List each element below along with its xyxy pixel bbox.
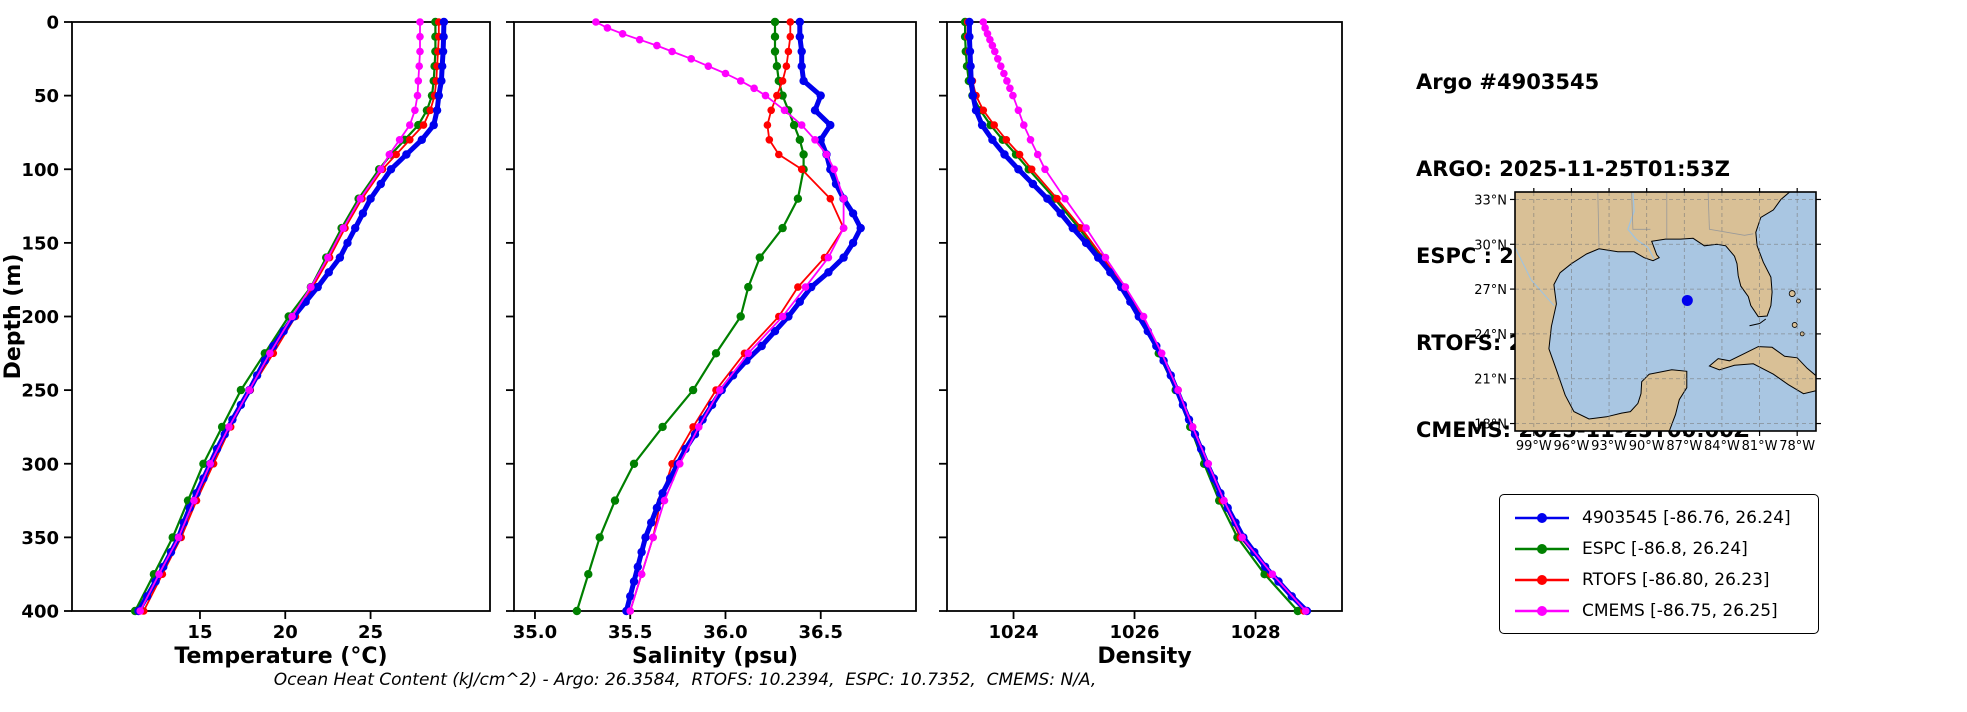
legend-label: CMEMS [-86.75, 26.25] xyxy=(1582,600,1778,621)
x-axis-label-density: Density xyxy=(1097,644,1191,669)
series-CMEMS xyxy=(979,18,1310,615)
y-tick-label: 200 xyxy=(21,307,59,328)
map-florida-keys xyxy=(1749,318,1767,327)
series-CMEMS xyxy=(592,18,848,615)
x-tick-label: 1028 xyxy=(1230,622,1280,643)
map-lon-label: 87°W xyxy=(1666,439,1702,454)
gulf-map: 99°W 96°W 93°W 90°W 87°W 84°W 81°W 78°W 18°N 21°N… xyxy=(1474,188,1821,454)
map-land-layer xyxy=(1515,192,1816,431)
map-lat-label: 18°N xyxy=(1474,418,1507,433)
map-lon-label: 96°W xyxy=(1553,439,1589,454)
map-lat-label: 30°N xyxy=(1474,238,1507,253)
map-island xyxy=(1788,290,1796,297)
x-tick-label: 1026 xyxy=(1109,622,1159,643)
y-tick-label: 400 xyxy=(21,602,59,623)
legend-label: ESPC [-86.8, 26.24] xyxy=(1582,538,1748,559)
map-land-cuba xyxy=(1708,346,1816,395)
map-lon-label: 90°W xyxy=(1629,439,1665,454)
map-state-border xyxy=(1631,192,1651,230)
panel-frame xyxy=(513,21,917,612)
map-river xyxy=(1627,192,1655,260)
legend-label: 4903545 [-86.76, 26.24] xyxy=(1582,507,1791,528)
series-ESPC xyxy=(572,17,808,616)
map-state-border xyxy=(1597,192,1600,248)
panel-density: 1024 1026 1028 Density xyxy=(939,17,1343,669)
y-tick-label: 0 xyxy=(46,13,59,34)
float-location-marker xyxy=(1681,294,1693,306)
y-tick-label: 100 xyxy=(21,160,59,181)
legend-marker-espc xyxy=(1515,543,1569,554)
x-tick-label: 15 xyxy=(187,622,212,643)
legend-item-cmems: CMEMS [-86.75, 26.25] xyxy=(1512,595,1806,626)
x-tick-label: 25 xyxy=(358,622,383,643)
map-land-mainland xyxy=(1515,192,1791,431)
map-lon-label: 78°W xyxy=(1779,439,1815,454)
map-border xyxy=(1514,191,1817,432)
header-line-argo: ARGO: 2025-11-25T01:53Z xyxy=(1416,157,1730,181)
x-tick-label: 36.5 xyxy=(799,622,843,643)
y-tick-label: 150 xyxy=(21,233,59,254)
legend-marker-argo xyxy=(1515,512,1569,523)
panel-temperature: 15 20 25050100150200250300350400Temperatur… xyxy=(21,13,491,669)
legend-item-argo: 4903545 [-86.76, 26.24] xyxy=(1512,502,1806,533)
profile-plots: 15 20 25050100150200250300350400Temperatur… xyxy=(1,13,1343,669)
x-tick-label: 20 xyxy=(273,622,298,643)
map-lat-label: 21°N xyxy=(1474,373,1507,388)
map-river xyxy=(1515,247,1555,306)
x-tick-label: 36.0 xyxy=(703,622,747,643)
y-tick-label: 300 xyxy=(21,454,59,475)
legend-item-espc: ESPC [-86.8, 26.24] xyxy=(1512,533,1806,564)
x-axis-label-salinity: Salinity (psu) xyxy=(632,644,798,669)
map-lat-label: 24°N xyxy=(1474,328,1507,343)
y-tick-label: 250 xyxy=(21,381,59,402)
map-lon-label: 81°W xyxy=(1742,439,1778,454)
series-CMEMS xyxy=(136,18,424,615)
x-tick-label: 35.5 xyxy=(608,622,652,643)
x-axis-label-temperature: Temperature (°C) xyxy=(174,644,387,669)
map-lon-label: 84°W xyxy=(1704,439,1740,454)
legend: 4903545 [-86.76, 26.24] ESPC [-86.8, 26.2… xyxy=(1499,494,1819,634)
map-lat-label: 33°N xyxy=(1474,193,1507,208)
ohc-annotation: Ocean Heat Content (kJ/cm^2) - Argo: 26.… xyxy=(273,670,1097,690)
x-tick-label: 1024 xyxy=(988,622,1038,643)
y-tick-label: 350 xyxy=(21,528,59,549)
y-tick-label: 50 xyxy=(34,86,59,107)
legend-item-rtofs: RTOFS [-86.80, 26.23] xyxy=(1512,564,1806,595)
y-axis-label: Depth (m) xyxy=(1,254,26,380)
x-tick-label: 35.0 xyxy=(513,622,557,643)
legend-label: RTOFS [-86.80, 26.23] xyxy=(1582,569,1770,590)
map-lon-label: 99°W xyxy=(1516,439,1552,454)
page-title: Argo #4903545 xyxy=(1416,70,1600,94)
map-island xyxy=(1791,322,1798,328)
map-lon-label: 93°W xyxy=(1591,439,1627,454)
legend-marker-cmems xyxy=(1515,605,1569,616)
map-state-border xyxy=(1707,192,1754,236)
legend-marker-rtofs xyxy=(1515,574,1569,585)
map-lat-label: 27°N xyxy=(1474,283,1507,298)
